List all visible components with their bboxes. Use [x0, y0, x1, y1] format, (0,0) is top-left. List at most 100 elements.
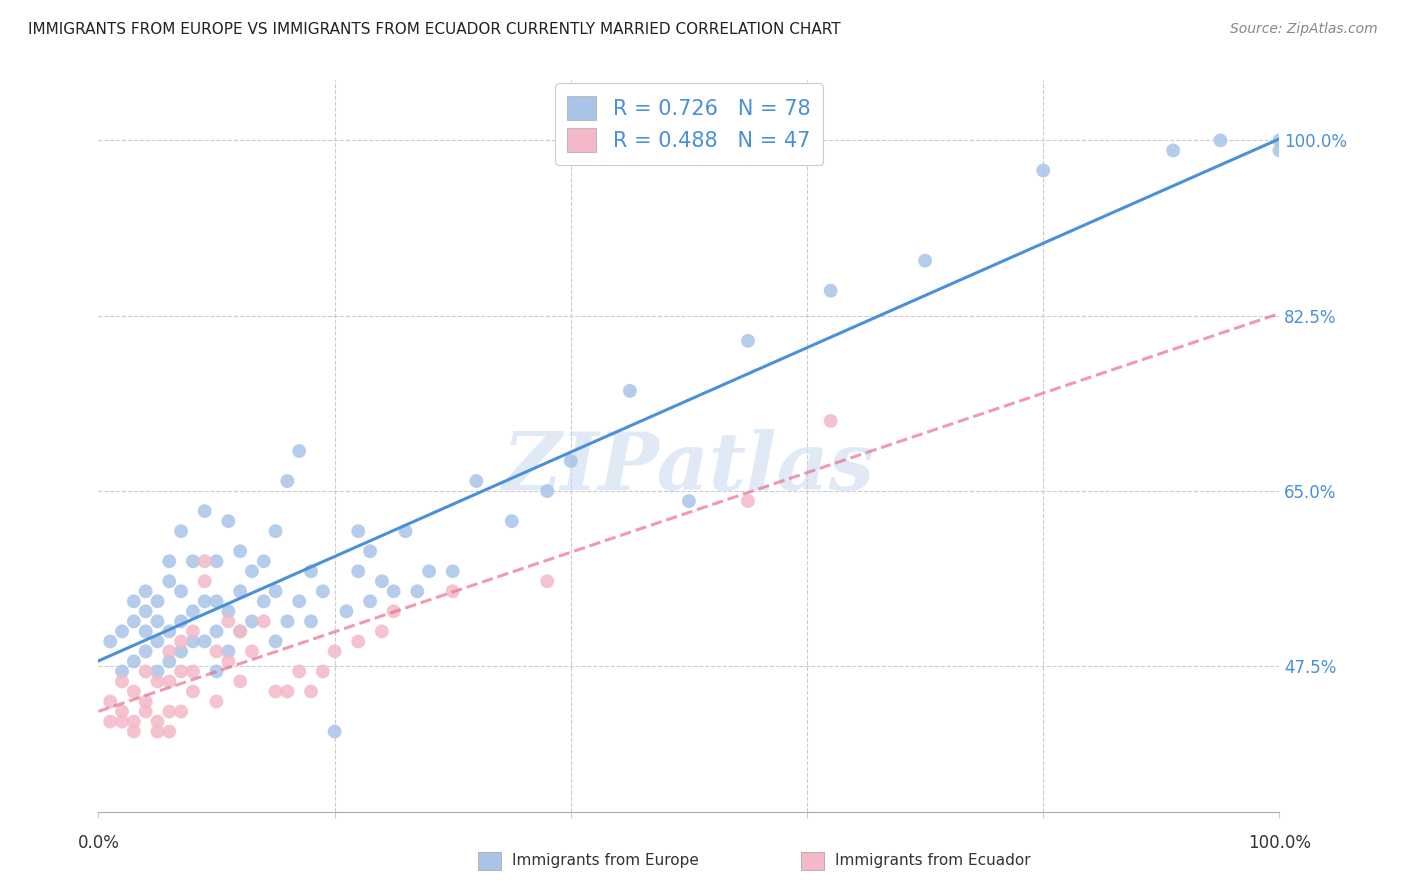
Text: Source: ZipAtlas.com: Source: ZipAtlas.com	[1230, 22, 1378, 37]
Point	[122, 655, 145, 669]
Point	[135, 584, 157, 599]
Point	[288, 594, 311, 608]
Legend: R = 0.726   N = 78, R = 0.488   N = 47: R = 0.726 N = 78, R = 0.488 N = 47	[555, 83, 823, 165]
Point	[820, 284, 842, 298]
Point	[229, 624, 252, 639]
Point	[253, 615, 276, 629]
Point	[299, 615, 322, 629]
Point	[122, 714, 145, 729]
Point	[205, 624, 228, 639]
Text: IMMIGRANTS FROM EUROPE VS IMMIGRANTS FROM ECUADOR CURRENTLY MARRIED CORRELATION : IMMIGRANTS FROM EUROPE VS IMMIGRANTS FRO…	[28, 22, 841, 37]
Point	[229, 544, 252, 558]
Text: Immigrants from Ecuador: Immigrants from Ecuador	[835, 854, 1031, 868]
Point	[347, 564, 370, 578]
Point	[264, 634, 287, 648]
Point	[264, 684, 287, 698]
Point	[111, 665, 134, 679]
Point	[312, 584, 335, 599]
Point	[347, 634, 370, 648]
Point	[914, 253, 936, 268]
Point	[122, 615, 145, 629]
Point	[394, 524, 416, 538]
Point	[146, 594, 169, 608]
Point	[441, 584, 464, 599]
Text: Immigrants from Europe: Immigrants from Europe	[512, 854, 699, 868]
Point	[146, 674, 169, 689]
Point	[135, 624, 157, 639]
Point	[170, 644, 193, 658]
Point	[1268, 133, 1291, 147]
Point	[122, 684, 145, 698]
Point	[194, 634, 217, 648]
Point	[820, 414, 842, 428]
Point	[1268, 144, 1291, 158]
Point	[264, 524, 287, 538]
Point	[441, 564, 464, 578]
Point	[146, 714, 169, 729]
Point	[181, 684, 204, 698]
Point	[240, 615, 263, 629]
Point	[737, 334, 759, 348]
Point	[371, 574, 394, 589]
Point	[678, 494, 700, 508]
Point	[276, 615, 298, 629]
Point	[170, 584, 193, 599]
Point	[157, 644, 180, 658]
Point	[170, 634, 193, 648]
Point	[205, 594, 228, 608]
Point	[253, 554, 276, 568]
Text: 0.0%: 0.0%	[77, 834, 120, 852]
Point	[1209, 133, 1232, 147]
Point	[98, 714, 121, 729]
Point	[359, 544, 381, 558]
Point	[122, 724, 145, 739]
Point	[335, 604, 357, 618]
Point	[288, 444, 311, 458]
Point	[170, 705, 193, 719]
Point	[737, 494, 759, 508]
Point	[560, 454, 582, 468]
Point	[181, 604, 204, 618]
Point	[181, 624, 204, 639]
Point	[194, 574, 217, 589]
Point	[217, 615, 239, 629]
Point	[229, 584, 252, 599]
Point	[205, 644, 228, 658]
Point	[194, 554, 217, 568]
Point	[111, 705, 134, 719]
Point	[229, 624, 252, 639]
Point	[312, 665, 335, 679]
Point	[170, 524, 193, 538]
Point	[276, 474, 298, 488]
Point	[382, 604, 405, 618]
Point	[146, 724, 169, 739]
Point	[170, 665, 193, 679]
Point	[194, 594, 217, 608]
Point	[299, 564, 322, 578]
Point	[406, 584, 429, 599]
Point	[181, 554, 204, 568]
Point	[194, 504, 217, 518]
Point	[1032, 163, 1054, 178]
Point	[347, 524, 370, 538]
Point	[323, 644, 346, 658]
Point	[205, 665, 228, 679]
Point	[157, 724, 180, 739]
Point	[111, 674, 134, 689]
Text: ZIPatlas: ZIPatlas	[503, 429, 875, 507]
Point	[217, 655, 239, 669]
Point	[98, 694, 121, 708]
Point	[229, 674, 252, 689]
Point	[359, 594, 381, 608]
Point	[299, 684, 322, 698]
Text: 100.0%: 100.0%	[1249, 834, 1310, 852]
Point	[240, 644, 263, 658]
Point	[146, 665, 169, 679]
Point	[253, 594, 276, 608]
Point	[205, 554, 228, 568]
Point	[323, 724, 346, 739]
Point	[122, 594, 145, 608]
Point	[157, 624, 180, 639]
Point	[501, 514, 523, 528]
Point	[111, 624, 134, 639]
